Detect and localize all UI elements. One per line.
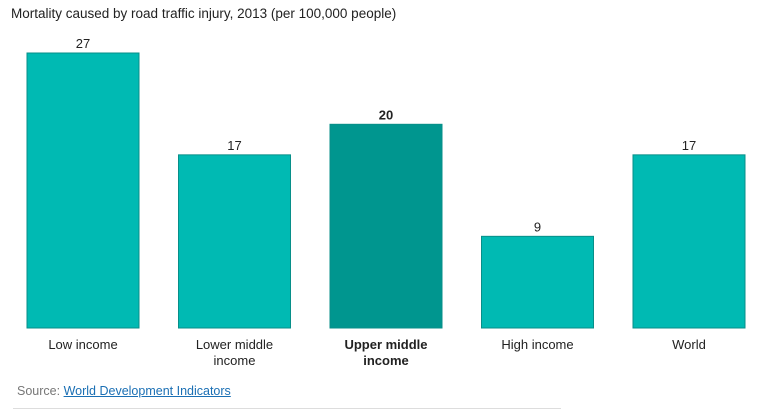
footer-divider	[13, 408, 561, 409]
bar-4	[632, 154, 746, 329]
value-label-1: 17	[227, 138, 241, 153]
chart-title: Mortality caused by road traffic injury,…	[11, 6, 397, 21]
category-label-1-1: income	[214, 353, 256, 368]
category-label-3-0: High income	[501, 337, 573, 352]
bar-2	[329, 123, 443, 329]
source-note: Source: World Development Indicators	[17, 384, 231, 398]
category-label-1-0: Lower middle	[196, 337, 273, 352]
category-label-2-0: Upper middle	[344, 337, 427, 352]
value-label-3: 9	[534, 219, 541, 234]
source-label: Source:	[17, 384, 61, 398]
source-link[interactable]: World Development Indicators	[63, 384, 231, 398]
category-label-0-0: Low income	[48, 337, 117, 352]
value-label-4: 17	[682, 138, 696, 153]
bar-0	[26, 52, 140, 329]
value-label-2: 20	[379, 107, 393, 122]
value-label-0: 27	[76, 36, 90, 51]
category-label-2-1: income	[363, 353, 409, 368]
bar-3	[481, 235, 594, 329]
category-label-4-0: World	[672, 337, 706, 352]
bar-1	[178, 154, 291, 329]
